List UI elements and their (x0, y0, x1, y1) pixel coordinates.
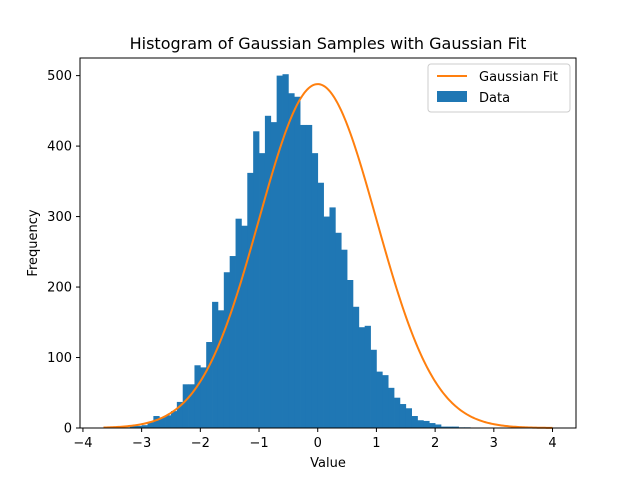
histogram-bar (388, 387, 395, 428)
histogram-bar (206, 342, 213, 428)
histogram-bar (423, 420, 430, 428)
histogram-bar (270, 122, 277, 428)
histogram-bar (200, 367, 207, 428)
histogram-bar (259, 153, 266, 428)
y-axis-ticks: 0 100 200 300 400 500 (47, 69, 80, 437)
histogram-bar (253, 131, 260, 429)
histogram-bar (288, 93, 295, 429)
histogram-bar (217, 310, 225, 428)
histogram-bar (399, 404, 407, 428)
gaussian-fit-line (103, 83, 553, 429)
histogram-bar (176, 401, 184, 428)
histogram-bar (264, 115, 272, 428)
histogram-bar (452, 426, 459, 428)
histogram-bar (364, 325, 371, 428)
x-tick-label: 1 (372, 436, 380, 451)
histogram-bar (429, 423, 436, 428)
histogram-bar (329, 207, 336, 428)
histogram-bar (323, 216, 330, 428)
histogram-bar (358, 327, 366, 428)
histogram-bar (241, 225, 248, 428)
legend-data-swatch (437, 91, 467, 102)
x-tick-label: −2 (191, 436, 210, 451)
histogram-bar (305, 124, 313, 428)
plot-frame (79, 57, 577, 429)
histogram-bar (129, 425, 137, 428)
histogram-bar (405, 408, 412, 428)
x-tick-label: −4 (73, 436, 92, 451)
histogram-bar (411, 416, 418, 428)
y-tick-label: 400 (47, 140, 72, 155)
x-tick-label: −3 (132, 436, 151, 451)
histogram-bar (135, 425, 142, 428)
histogram-bar (170, 411, 178, 428)
histogram-bar (341, 249, 348, 428)
histogram-bar (159, 417, 166, 428)
histogram-bar (276, 75, 283, 429)
histogram-bar (153, 416, 160, 428)
histogram-bar (300, 124, 307, 428)
histogram-bar (165, 415, 172, 428)
histogram-bar (394, 397, 401, 428)
histogram-bar (182, 384, 189, 428)
histogram-bar (282, 74, 289, 429)
histogram-bar (435, 424, 442, 428)
histogram-bar (247, 172, 254, 428)
histogram-bar (352, 306, 360, 428)
y-tick-label: 100 (47, 351, 72, 366)
legend-gaussian-fit-label: Gaussian Fit (479, 70, 558, 85)
x-tick-label: 0 (314, 436, 322, 451)
histogram-bar (235, 218, 242, 428)
histogram-bar (370, 349, 377, 428)
histogram-bar (347, 280, 354, 428)
y-axis-label: Frequency (26, 209, 41, 276)
x-tick-label: 3 (490, 436, 498, 451)
chart-title: Histogram of Gaussian Samples with Gauss… (130, 34, 527, 53)
x-tick-label: 2 (431, 436, 439, 451)
histogram-bar (294, 96, 301, 428)
legend: Gaussian Fit Data (427, 63, 571, 113)
x-tick-label: 4 (548, 436, 556, 451)
histogram-bar (188, 384, 195, 428)
histogram-bar (141, 425, 148, 428)
x-axis-label: Value (310, 456, 346, 471)
histogram-bars (106, 74, 471, 429)
y-tick-label: 200 (47, 281, 72, 296)
histogram-bar (212, 301, 219, 428)
histogram-bar (446, 426, 454, 428)
histogram-bar (229, 256, 236, 428)
y-tick-label: 0 (64, 422, 72, 437)
y-tick-label: 300 (47, 210, 72, 225)
histogram-bar (317, 182, 324, 428)
histogram-bar (376, 371, 383, 428)
histogram-bar (311, 153, 319, 428)
x-axis-ticks: −4 −3 −2 −1 0 1 2 3 4 (73, 428, 557, 451)
y-tick-label: 500 (47, 69, 72, 84)
histogram-bar (194, 365, 201, 428)
histogram-bar (335, 232, 342, 428)
histogram-bar (417, 420, 424, 428)
histogram-bar (147, 422, 154, 428)
legend-data-label: Data (479, 91, 510, 106)
histogram-bar (223, 272, 231, 428)
x-tick-label: −1 (249, 436, 268, 451)
histogram-bar (440, 426, 448, 428)
histogram-bar (382, 375, 389, 428)
